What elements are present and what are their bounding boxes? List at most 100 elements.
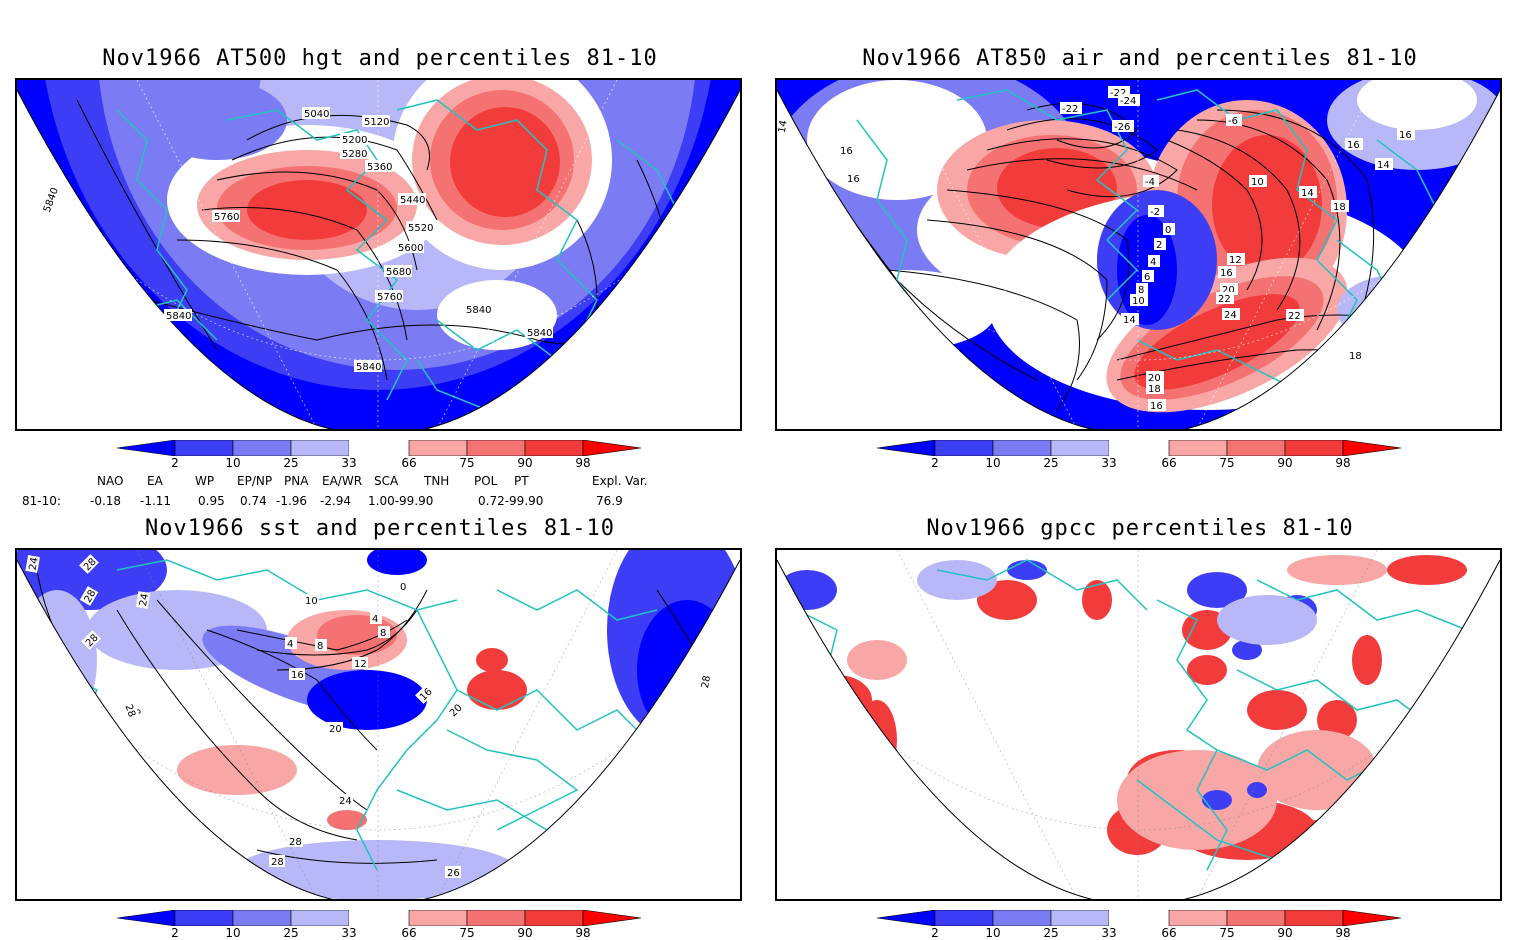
contour-label: 22 xyxy=(1216,292,1234,305)
contour-label: 2 xyxy=(1154,238,1166,251)
colorbar-tick: 66 xyxy=(401,926,417,940)
colorbar-tick: 98 xyxy=(575,926,591,940)
svg-text:20: 20 xyxy=(1148,373,1161,384)
colorbar-tick: 90 xyxy=(1277,456,1293,470)
svg-text:20: 20 xyxy=(329,724,342,735)
svg-text:-22: -22 xyxy=(1110,88,1126,99)
svg-text:5760: 5760 xyxy=(214,212,239,223)
teleconnection-value-row: 81-10: -0.18 -1.11 0.95 0.74 -1.96 -2.94… xyxy=(22,494,702,514)
svg-text:5440: 5440 xyxy=(400,195,425,206)
contour-label: 28 xyxy=(269,855,285,868)
svg-text:16: 16 xyxy=(291,670,304,681)
svg-text:14: 14 xyxy=(1377,160,1390,171)
tc-value: -1.96 xyxy=(276,494,308,508)
svg-text:22: 22 xyxy=(1288,311,1301,322)
contour-label: 5840 xyxy=(525,326,553,339)
colorbar-tick: 25 xyxy=(1043,926,1059,940)
contour-label: 5200 xyxy=(340,133,368,146)
svg-text:5840: 5840 xyxy=(42,186,61,214)
tc-value: -2.94 xyxy=(320,494,352,508)
contour-label: 0 xyxy=(398,580,410,593)
svg-text:5360: 5360 xyxy=(367,162,392,173)
svg-text:14: 14 xyxy=(777,119,790,133)
contour-label: 5360 xyxy=(365,160,393,173)
panel-title-gpcc: Nov1966 gpcc percentiles 81-10 xyxy=(926,516,1354,541)
contour-label: 28 xyxy=(287,835,303,848)
tc-header: TNH xyxy=(424,474,450,488)
svg-text:0: 0 xyxy=(400,582,406,593)
contour-label: 10 xyxy=(303,594,319,607)
contour-label: 18 xyxy=(1331,200,1349,213)
contour-label: 0 xyxy=(1163,223,1175,236)
contour-label: 5520 xyxy=(406,221,434,234)
colorbar-tick: 10 xyxy=(225,456,241,470)
contour-label: 5760 xyxy=(212,210,240,223)
tc-value: 0.95 xyxy=(198,494,225,508)
colorbar-tick: 25 xyxy=(283,456,299,470)
map-sst: 24 28 28 24 28 28 10 4 8 12 16 16 20 20 … xyxy=(15,548,742,901)
svg-text:8: 8 xyxy=(380,628,386,639)
tc-header: EP/NP xyxy=(237,474,273,488)
tc-header: EA/WR xyxy=(322,474,363,488)
contour-label: 28 xyxy=(122,700,140,720)
colorbar-tick: 2 xyxy=(171,926,179,940)
contour-label: 20 xyxy=(327,722,343,735)
svg-text:8: 8 xyxy=(1138,285,1144,296)
svg-text:12: 12 xyxy=(1229,255,1242,266)
svg-text:5840: 5840 xyxy=(527,328,552,339)
colorbar-tick: 33 xyxy=(341,926,357,940)
svg-text:-6: -6 xyxy=(1228,116,1238,127)
contour-label: -26 xyxy=(1112,120,1134,133)
contour-label: 5840 xyxy=(354,360,382,373)
contour-label: 24 xyxy=(135,591,151,609)
svg-text:12: 12 xyxy=(354,659,367,670)
contour-label: 18 xyxy=(1146,382,1164,395)
svg-text:5520: 5520 xyxy=(408,223,433,234)
contour-label: 8 xyxy=(315,639,327,652)
contour-label: 28 xyxy=(697,673,713,691)
svg-text:16: 16 xyxy=(1220,268,1233,279)
contour-label: 18 xyxy=(1347,349,1365,362)
contour-label: 24 xyxy=(337,794,353,807)
tc-header: NAO xyxy=(97,474,124,488)
svg-text:24: 24 xyxy=(339,796,352,807)
colorbar-tick: 75 xyxy=(1219,926,1235,940)
contour-label: 12 xyxy=(352,657,368,670)
tc-value: -1.11 xyxy=(140,494,172,508)
contour-label: 16 xyxy=(1397,128,1415,141)
colorbar-tick: 2 xyxy=(931,456,939,470)
contour-labels-hgt500: 5040 5120 5200 5280 5360 5440 5520 5600 … xyxy=(39,107,553,373)
teleconnection-header-row: NAO EA WP EP/NP PNA EA/WR SCA TNH POL PT… xyxy=(22,474,702,494)
contour-label: 4 xyxy=(285,637,297,650)
colorbar-tick: 98 xyxy=(575,456,591,470)
tc-header: POL xyxy=(474,474,498,488)
svg-text:20: 20 xyxy=(1222,285,1235,296)
tc-header: EA xyxy=(147,474,163,488)
contour-label: 5680 xyxy=(384,265,412,278)
contour-label: 5120 xyxy=(362,115,390,128)
svg-text:24: 24 xyxy=(138,593,151,607)
colorbar-tick: 33 xyxy=(1101,456,1117,470)
svg-text:5200: 5200 xyxy=(342,135,367,146)
contour-label: 5760 xyxy=(375,290,403,303)
svg-text:4: 4 xyxy=(1150,257,1156,268)
svg-text:26: 26 xyxy=(447,868,460,879)
contour-label: 16 xyxy=(1148,399,1166,412)
svg-text:10: 10 xyxy=(305,596,318,607)
colorbar-gpcc: 2 10 25 33 66 75 90 98 xyxy=(876,909,1407,940)
svg-text:6: 6 xyxy=(1144,272,1150,283)
colorbar-tick: 33 xyxy=(341,456,357,470)
contour-label: 16 xyxy=(845,172,863,185)
contour-label: 20 xyxy=(1146,371,1164,384)
tc-value: -0.18 xyxy=(90,494,122,508)
contour-label: -24 xyxy=(1118,94,1140,107)
contour-label: 24 xyxy=(25,555,41,573)
colorbar-tick: 33 xyxy=(1101,926,1117,940)
map-gpcc xyxy=(775,548,1502,901)
colorbar-tick: 25 xyxy=(1043,456,1059,470)
colorbar-sst: 2 10 25 33 66 75 90 98 xyxy=(116,909,647,940)
tc-header: Expl. Var. xyxy=(592,474,648,488)
colorbar-tick: 25 xyxy=(283,926,299,940)
svg-text:2: 2 xyxy=(1156,240,1162,251)
svg-text:16: 16 xyxy=(847,174,860,185)
